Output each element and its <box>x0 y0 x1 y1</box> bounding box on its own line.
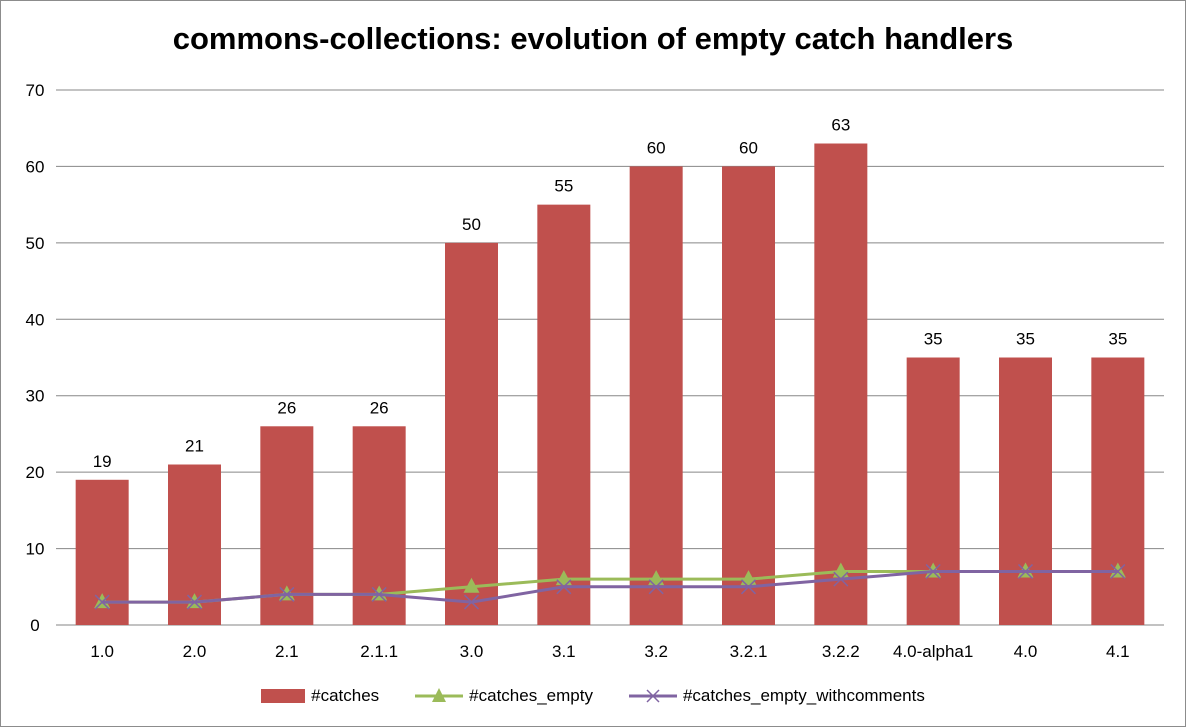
x-marker-stroke <box>371 586 387 602</box>
legend-item-catches-empty-withcomments: #catches_empty_withcomments <box>628 686 925 706</box>
x-marker-stroke <box>648 579 664 595</box>
x-marker <box>833 571 849 587</box>
y-tick-label: 20 <box>26 463 45 482</box>
x-axis-ticks: 1.0 2.0 2.1 2.1.1 3.0 3.1 3.2 3.2.1 3.2.2 4.0-alp… <box>90 642 1129 661</box>
bar-data-label: 55 <box>554 177 573 196</box>
x-marker <box>371 586 387 602</box>
chart-title: commons-collections: evolution of empty … <box>172 21 1014 56</box>
bar <box>722 166 775 625</box>
x-marker <box>94 594 110 610</box>
legend-swatch-catches <box>261 689 306 703</box>
bar-data-label: 60 <box>739 138 758 157</box>
legend-label-catches-empty-withcomments: #catches_empty_withcomments <box>682 686 925 705</box>
x-marker <box>186 594 203 610</box>
y-tick-label: 10 <box>26 540 45 559</box>
x-marker <box>279 586 295 602</box>
legend-swatch-catches-empty <box>415 688 464 702</box>
legend-triangle-marker <box>432 688 447 702</box>
y-tick-label: 30 <box>26 387 45 406</box>
bar <box>537 204 591 625</box>
bar <box>1091 357 1145 625</box>
x-marker <box>925 563 941 580</box>
triangle-marker <box>740 570 757 586</box>
y-tick-label: 50 <box>26 234 45 253</box>
bar-data-label: 63 <box>831 116 850 135</box>
triangle-marker <box>832 562 849 578</box>
x-marker-stroke <box>1017 563 1034 580</box>
bar-data-labels: 19 21 26 26 50 55 60 60 63 35 35 35 <box>93 116 1128 471</box>
bar-data-label: 50 <box>462 215 481 234</box>
x-marker <box>556 579 572 595</box>
bar <box>999 357 1052 625</box>
bar-data-label: 26 <box>370 398 389 417</box>
legend-label-catches-empty: #catches_empty <box>469 686 593 705</box>
plot-area: 0 10 20 30 40 50 60 70 19 21 26 26 50 55 60 60 63 35 35 35… <box>26 81 1164 661</box>
line-catches-empty-withcomments <box>102 570 1118 604</box>
legend-item-catches: #catches <box>261 686 379 706</box>
bar-data-label: 21 <box>185 437 204 456</box>
bar-data-label: 35 <box>1108 330 1127 349</box>
x-marker <box>1017 563 1034 580</box>
x-marker <box>740 579 757 595</box>
bar-data-label: 19 <box>93 452 112 471</box>
x-marker <box>1110 563 1126 580</box>
x-tick-label: 3.0 <box>460 642 484 661</box>
line-series <box>94 562 1126 610</box>
x-tick-label: 4.0-alpha1 <box>893 642 973 661</box>
x-marker-stroke <box>1110 563 1126 580</box>
bar-data-label: 60 <box>647 138 666 157</box>
x-marker-stroke <box>925 563 941 580</box>
y-tick-label: 60 <box>26 157 45 176</box>
bar <box>814 143 868 625</box>
x-marker-stroke <box>94 594 110 610</box>
x-tick-label: 4.1 <box>1106 642 1130 661</box>
x-tick-label: 2.1.1 <box>360 642 398 661</box>
legend: #catches #catches_empty #catches_empty_w… <box>1 683 1185 709</box>
legend-label-catches: #catches <box>311 686 380 705</box>
x-marker <box>648 579 664 595</box>
y-tick-label: 70 <box>26 81 45 100</box>
triangle-marker <box>648 570 665 586</box>
x-tick-label: 3.2.2 <box>822 642 860 661</box>
x-tick-label: 2.0 <box>183 642 207 661</box>
x-tick-label: 3.2 <box>644 642 668 661</box>
bar <box>906 357 960 625</box>
legend-x-marker-b <box>646 689 660 703</box>
y-axis-ticks: 0 10 20 30 40 50 60 70 <box>26 81 45 635</box>
legend-swatch-catches-empty-withcomments <box>628 689 677 703</box>
triangle-marker <box>463 577 480 593</box>
x-tick-label: 2.1 <box>275 642 299 661</box>
x-tick-label: 4.0 <box>1014 642 1038 661</box>
x-marker-stroke <box>556 579 572 595</box>
bar <box>629 166 683 625</box>
bar-data-label: 26 <box>277 398 296 417</box>
x-tick-label: 3.2.1 <box>730 642 768 661</box>
bar <box>445 242 498 625</box>
x-marker-stroke <box>279 586 295 602</box>
bar-data-label: 35 <box>1016 330 1035 349</box>
x-tick-label: 1.0 <box>90 642 114 661</box>
bar-data-label: 35 <box>924 330 943 349</box>
bar-series-catches <box>75 143 1145 625</box>
triangle-marker <box>555 570 572 586</box>
x-marker-stroke <box>463 594 480 610</box>
gridlines <box>56 89 1164 626</box>
x-marker-stroke <box>186 594 203 610</box>
x-marker-stroke <box>833 571 849 587</box>
x-marker-stroke <box>740 579 757 595</box>
legend-item-catches-empty: #catches_empty <box>415 686 593 706</box>
x-tick-label: 3.1 <box>552 642 576 661</box>
y-tick-label: 0 <box>30 616 39 635</box>
x-marker <box>463 594 480 610</box>
y-tick-label: 40 <box>26 310 45 329</box>
